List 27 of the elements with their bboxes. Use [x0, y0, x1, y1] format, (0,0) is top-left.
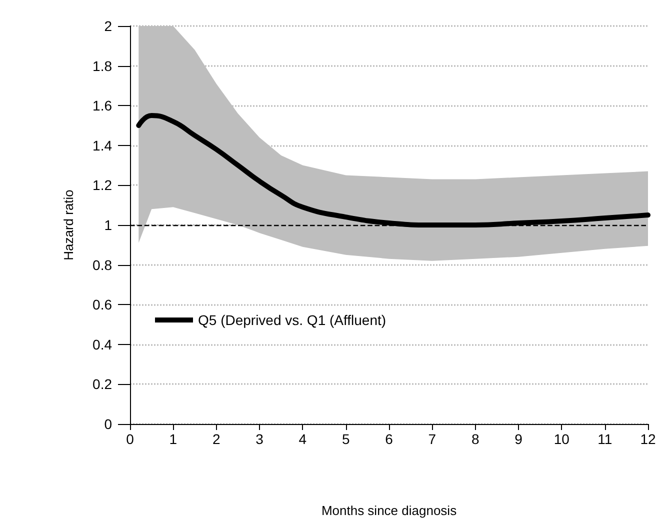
x-tick-label: 8	[471, 431, 480, 447]
x-tick-label: 11	[598, 431, 612, 447]
y-axis-title: Hazard ratio	[61, 190, 76, 260]
x-tick-label: 4	[298, 431, 307, 447]
y-tick-label: 0.6	[92, 296, 112, 313]
x-tick-label: 1	[169, 431, 178, 447]
y-tick-label: 2	[104, 18, 112, 34]
x-tick-label: 9	[514, 431, 523, 447]
y-tick-label: 1.6	[92, 98, 112, 114]
y-tick-label: 1.2	[92, 177, 112, 194]
x-tick-label: 3	[256, 431, 264, 447]
y-tick-label: 0.8	[92, 256, 112, 273]
y-tick-label: 0	[104, 416, 112, 432]
x-tick-label: 5	[342, 431, 350, 447]
y-tick-label: 1	[104, 217, 112, 233]
y-tick-label: 1.4	[92, 137, 112, 154]
x-tick-label: 12	[640, 431, 656, 447]
y-tick-label: 0.4	[92, 336, 112, 352]
x-tick-label: 0	[126, 431, 134, 447]
x-axis-title: Months since diagnosis	[321, 503, 458, 518]
legend-label: Q5 (Deprived vs. Q1 (Affluent)	[198, 312, 386, 328]
x-tick-label: 7	[428, 431, 436, 447]
x-tick-label: 2	[212, 431, 220, 447]
x-tick-label: 10	[554, 431, 570, 447]
y-tick-label: 0.2	[92, 376, 112, 392]
y-tick-label: 1.8	[92, 58, 112, 74]
x-tick-label: 6	[385, 431, 394, 447]
